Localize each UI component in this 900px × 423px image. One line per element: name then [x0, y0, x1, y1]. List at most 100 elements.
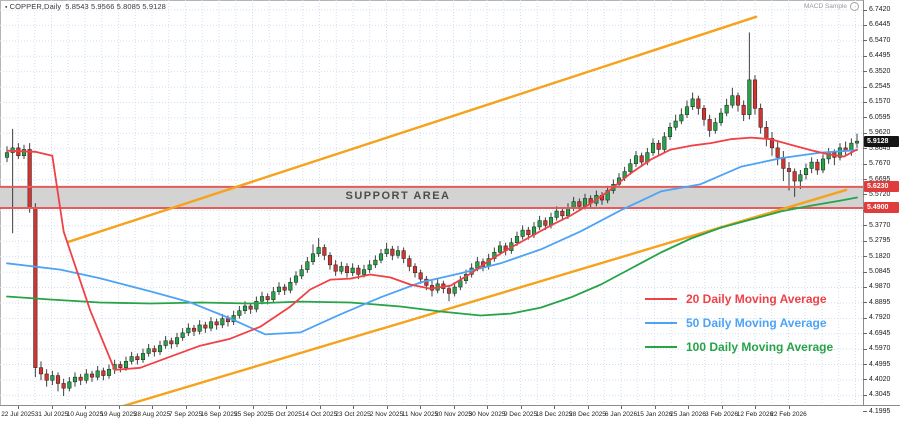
candle-bullish: [820, 158, 826, 171]
legend-line-swatch: [645, 346, 677, 348]
chart-symbol-timeframe: COPPER,Daily: [9, 2, 62, 11]
candle-bearish: [248, 305, 253, 310]
date-axis-tick: [453, 406, 455, 409]
chart-symbol-icon: ▪: [5, 4, 8, 11]
candle-bullish: [724, 104, 729, 114]
candle-bearish: [781, 157, 786, 169]
candle-bullish: [21, 149, 27, 157]
candle-bullish: [798, 174, 803, 182]
candle-bearish: [265, 296, 270, 300]
date-axis-label: 22 Jul 2025: [1, 411, 35, 418]
price-axis-tick: [863, 101, 867, 103]
date-axis-tick: [219, 406, 220, 409]
date-axis-tick: [152, 406, 153, 409]
date-axis-tick: [554, 406, 555, 409]
candles-layer: [4, 32, 860, 397]
candle-bullish: [497, 245, 503, 253]
price-axis-label: 6.2545: [869, 83, 891, 91]
candle-bullish: [520, 229, 525, 237]
price-axis-tick: [863, 286, 867, 288]
date-axis-tick: [353, 406, 354, 409]
date-axis-label: 12 Feb 2026: [736, 411, 774, 418]
legend-item: 100 Daily Moving Average: [645, 339, 833, 355]
candle-bullish: [157, 345, 163, 353]
candle-bearish: [412, 266, 418, 274]
date-axis-label: 9 Dec 2025: [503, 411, 538, 418]
candle-bearish: [741, 104, 746, 115]
date-axis-label: 16 Sep 2025: [200, 411, 238, 418]
price-axis-tick: [863, 240, 867, 242]
price-axis-tick: [863, 256, 867, 258]
date-axis-label: 7 Sep 2025: [168, 411, 203, 418]
date-axis-label: 15 Jan 2026: [636, 411, 673, 418]
candle-bullish: [186, 327, 191, 334]
date-axis-label: 5 Oct 2025: [270, 411, 302, 418]
candle-bullish: [95, 370, 100, 378]
candle-bullish: [208, 321, 214, 329]
candle-bearish: [101, 370, 106, 376]
date-axis-label: 19 Aug 2025: [100, 411, 137, 418]
candle-bearish: [815, 161, 820, 171]
candle-bearish: [44, 373, 49, 381]
candle-bearish: [577, 201, 582, 207]
candle-bullish: [305, 261, 310, 270]
price-axis-label: 4.1995: [869, 407, 891, 415]
candle-bullish: [123, 361, 129, 368]
candle-bullish: [718, 112, 724, 123]
price-axis-tick: [863, 379, 867, 381]
date-axis-tick: [85, 406, 86, 409]
candle-bearish: [344, 266, 350, 274]
candle-bullish: [690, 98, 695, 108]
price-axis-label: 4.6945: [869, 329, 891, 337]
legend-line-swatch: [645, 298, 677, 300]
price-axis-tick: [863, 348, 867, 350]
date-axis-tick: [487, 406, 488, 409]
indicator-name: MACD Sample: [804, 3, 847, 10]
candle-bearish: [214, 321, 219, 326]
candle-bearish: [786, 168, 792, 172]
candle-bullish: [395, 250, 401, 256]
candle-bearish: [401, 250, 406, 259]
price-axis-tick: [863, 411, 867, 413]
date-axis-tick: [688, 406, 689, 409]
candle-bullish: [384, 248, 389, 255]
candle-bullish: [713, 122, 718, 131]
price-axis-tick: [863, 364, 867, 366]
price-axis-tick: [863, 86, 867, 88]
candle-bullish: [140, 353, 146, 360]
candle-bullish: [452, 286, 457, 294]
price-axis-label: 5.1820: [869, 252, 891, 260]
indicator-label[interactable]: MACD Sample: [804, 2, 859, 11]
candle-bearish: [55, 375, 61, 384]
expert-advisor-icon[interactable]: [850, 2, 859, 11]
date-axis-tick: [755, 406, 756, 409]
price-axis-tick: [863, 40, 867, 42]
date-axis[interactable]: [0, 405, 900, 423]
ma50-line: [6, 149, 858, 336]
date-axis-label: 31 Jul 2025: [34, 411, 69, 418]
candle-bullish: [293, 275, 299, 283]
price-axis-label: 6.6445: [869, 21, 891, 29]
price-axis-tick: [863, 132, 867, 134]
candle-bullish: [299, 269, 304, 277]
date-axis-label: 6 Jan 2026: [604, 411, 638, 418]
candle-bullish: [350, 267, 355, 274]
legend-label: 20 Daily Moving Average: [686, 292, 827, 306]
price-axis-label: 5.3770: [869, 221, 891, 229]
candle-bullish: [650, 142, 656, 153]
candle-bearish: [446, 288, 452, 294]
price-axis-label: 4.8895: [869, 298, 891, 306]
legend: 20 Daily Moving Average 50 Daily Moving A…: [645, 291, 833, 363]
price-axis-tick: [863, 194, 867, 196]
price-axis-tick: [863, 71, 867, 73]
candle-bearish: [191, 327, 197, 332]
candle-bullish: [180, 332, 185, 338]
candle-bearish: [543, 220, 548, 226]
candle-bearish: [769, 138, 775, 149]
candle-bearish: [639, 155, 644, 163]
date-axis-label: 28 Aug 2025: [133, 411, 171, 418]
candle-bearish: [407, 258, 412, 267]
date-axis-label: 11 Nov 2025: [401, 411, 439, 418]
candle-bullish: [537, 220, 542, 228]
